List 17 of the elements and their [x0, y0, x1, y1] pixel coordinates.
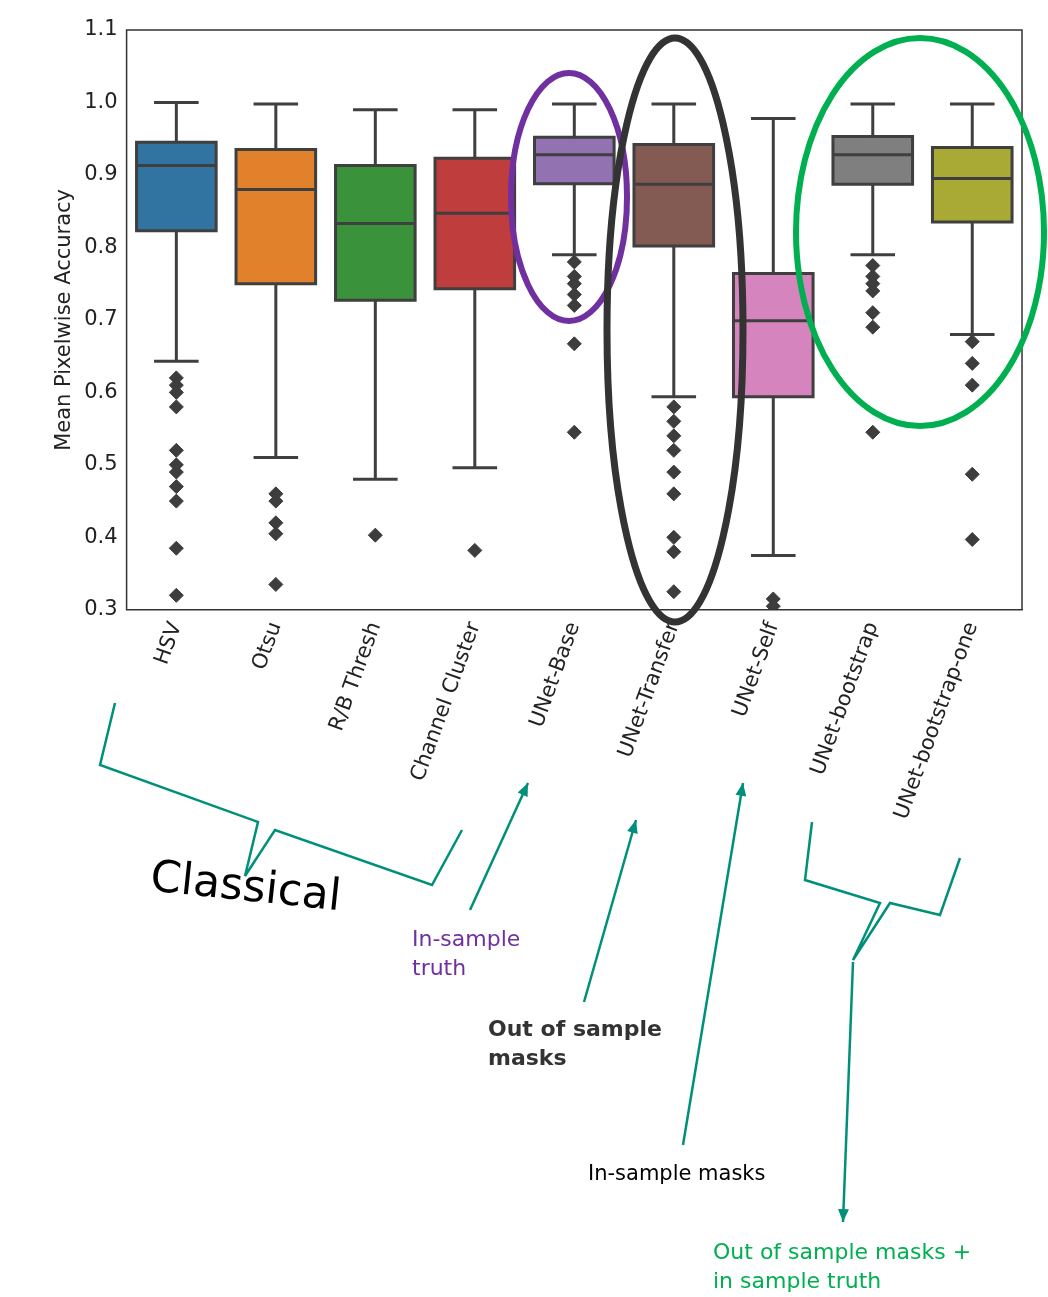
y-axis-title: Mean Pixelwise Accuracy: [51, 188, 76, 451]
y-tick-label: 0.8: [84, 233, 118, 258]
y-tick-label: 0.6: [84, 378, 118, 403]
text: Out of sample masks: [488, 1015, 663, 1072]
y-tick-label: 0.5: [84, 451, 118, 476]
y-tick-label: 0.7: [84, 306, 118, 331]
y-tick-label: 1.1: [84, 16, 118, 41]
text: In-sample masks: [588, 1160, 767, 1187]
y-tick-label: 0.3: [84, 596, 118, 621]
text: Out of sample masks + in sample truth: [713, 1238, 973, 1295]
text: In-sample truth: [412, 925, 522, 982]
text: Classical: [148, 849, 344, 921]
y-tick-label: 0.4: [84, 523, 118, 548]
y-tick-label: 1.0: [84, 88, 118, 113]
x-tick-label: Otsu: [246, 618, 286, 673]
x-tick-label: HSV: [148, 617, 187, 668]
y-tick-label: 0.9: [84, 161, 118, 186]
